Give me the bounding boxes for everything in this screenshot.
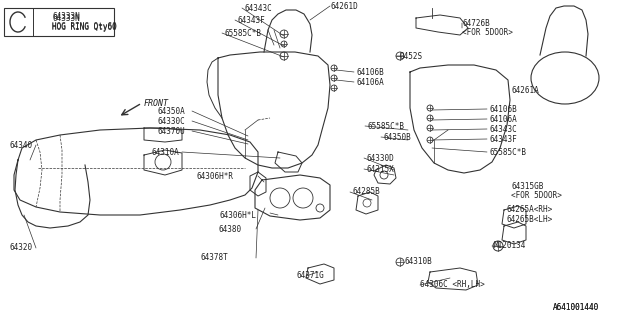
Text: 64726B: 64726B bbox=[462, 19, 490, 28]
Text: 64315GB: 64315GB bbox=[511, 181, 543, 190]
Text: 64306H*L: 64306H*L bbox=[219, 211, 256, 220]
Text: HOG RING Qty60: HOG RING Qty60 bbox=[52, 22, 116, 31]
Text: 64343F: 64343F bbox=[237, 15, 265, 25]
Bar bbox=[4, 8, 114, 36]
Text: 64265A<RH>: 64265A<RH> bbox=[506, 205, 552, 214]
Text: 64343C: 64343C bbox=[489, 124, 516, 133]
Text: 64370U: 64370U bbox=[157, 126, 185, 135]
Text: 65585C*B: 65585C*B bbox=[367, 122, 404, 131]
Text: 0452S: 0452S bbox=[399, 52, 422, 60]
Text: 64106A: 64106A bbox=[356, 77, 384, 86]
Text: 64310A: 64310A bbox=[151, 148, 179, 156]
Text: 65585C*B: 65585C*B bbox=[224, 28, 261, 37]
Text: 64320: 64320 bbox=[9, 244, 32, 252]
Text: HOG RING Qty60: HOG RING Qty60 bbox=[52, 21, 116, 30]
Text: 64333N: 64333N bbox=[52, 12, 80, 20]
Text: 64380: 64380 bbox=[218, 225, 241, 234]
Text: 64371G: 64371G bbox=[296, 271, 324, 281]
Text: 64343F: 64343F bbox=[489, 134, 516, 143]
Text: 64261D: 64261D bbox=[330, 2, 358, 11]
Text: <FOR 5DOOR>: <FOR 5DOOR> bbox=[511, 191, 562, 201]
Text: 64261A: 64261A bbox=[512, 85, 540, 94]
Text: 64350B: 64350B bbox=[383, 132, 411, 141]
Text: 64306C <RH,LH>: 64306C <RH,LH> bbox=[420, 281, 484, 290]
Text: M120134: M120134 bbox=[494, 242, 526, 251]
Text: 64315X: 64315X bbox=[366, 164, 394, 173]
Text: 64106B: 64106B bbox=[489, 105, 516, 114]
Text: 64330D: 64330D bbox=[366, 154, 394, 163]
Text: FRONT: FRONT bbox=[144, 99, 169, 108]
Text: A641001440: A641001440 bbox=[553, 303, 599, 313]
Text: 65585C*B: 65585C*B bbox=[489, 148, 526, 156]
Text: 64340: 64340 bbox=[9, 140, 32, 149]
Text: 64306H*R: 64306H*R bbox=[196, 172, 233, 180]
Text: 64285B: 64285B bbox=[352, 188, 380, 196]
Text: 64343C: 64343C bbox=[244, 4, 272, 12]
Text: 64106A: 64106A bbox=[489, 115, 516, 124]
Text: 64330C: 64330C bbox=[157, 116, 185, 125]
Text: 64350A: 64350A bbox=[157, 107, 185, 116]
Text: 64106B: 64106B bbox=[356, 68, 384, 76]
Text: <FOR 5DOOR>: <FOR 5DOOR> bbox=[462, 28, 513, 36]
Text: A641001440: A641001440 bbox=[553, 303, 599, 313]
Text: 64333N: 64333N bbox=[52, 13, 80, 22]
Text: 64265B<LH>: 64265B<LH> bbox=[506, 215, 552, 225]
Text: 64378T: 64378T bbox=[200, 253, 228, 262]
Text: 64310B: 64310B bbox=[404, 257, 432, 266]
